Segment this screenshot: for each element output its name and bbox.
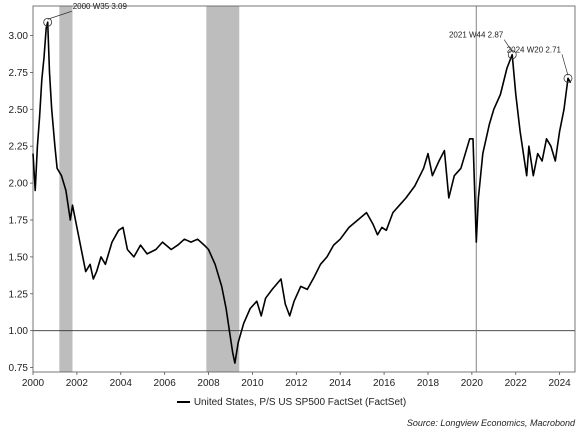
y-tick-label: 2.50 [9,105,29,116]
x-tick-label: 2016 [373,378,396,389]
y-axis: 0.75 1.00 1.25 1.50 1.75 2.00 2.25 2.50 2.75 3.00 [9,31,33,374]
x-tick-label: 2000 [22,378,45,389]
x-tick-label: 2008 [197,378,220,389]
annotation-leader [561,54,569,76]
x-tick-label: 2024 [549,378,572,389]
recession-bands [59,6,240,372]
x-tick-label: 2014 [329,378,352,389]
x-tick-label: 2018 [417,378,440,389]
reference-lines [33,6,575,372]
annotation-label: 2000 W35 3.09 [73,2,128,11]
plot-frame [32,5,576,373]
y-tick-label: 0.75 [9,363,29,374]
y-tick-label: 1.75 [9,215,29,226]
legend: United States, P/S US SP500 FactSet (Fac… [0,397,583,408]
x-tick-label: 2004 [110,378,133,389]
series-line [32,21,572,364]
y-tick-label: 2.25 [9,142,29,153]
y-tick-label: 2.75 [9,68,29,79]
x-tick-label: 2006 [154,378,177,389]
annotation-marker [507,50,517,60]
legend-swatch [176,401,190,404]
y-tick-label: 2.00 [9,179,29,190]
y-tick-label: 1.25 [9,289,29,300]
annotation-marker [43,17,53,27]
x-tick-label: 2020 [461,378,484,389]
annotation-leader [47,10,72,20]
chart: 0.75 1.00 1.25 1.50 1.75 2.00 2.25 2.50 2.75 3.00… [9,2,576,389]
legend-label: United States, P/S US SP500 FactSet (Fac… [193,397,407,408]
x-tick-label: 2022 [505,378,528,389]
annotation-label: 2024 W20 2.71 [507,45,562,54]
x-axis: 2000 2002 2004 2006 2008 2010 2012 2014 2016 2018… [22,372,571,389]
y-tick-label: 3.00 [9,31,29,42]
x-tick-label: 2010 [241,378,264,389]
annotation-leader [503,39,513,52]
source-note: Source: Longview Economics, Macrobond [406,418,575,428]
annotation-label: 2021 W44 2.87 [449,31,504,40]
x-tick-label: 2012 [285,378,308,389]
y-tick-label: 1.50 [9,252,29,263]
y-tick-label: 1.00 [9,326,29,337]
recession-band [206,6,240,372]
x-tick-label: 2002 [66,378,89,389]
